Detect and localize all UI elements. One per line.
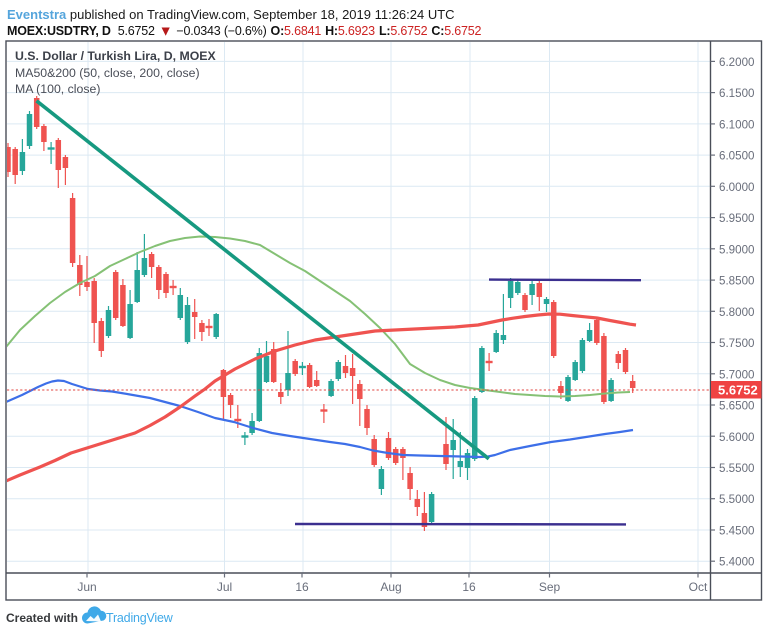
svg-text:Aug: Aug [380, 580, 401, 594]
svg-text:TradingView: TradingView [106, 611, 174, 625]
svg-text:Jul: Jul [217, 580, 232, 594]
svg-text:Oct: Oct [689, 580, 708, 594]
svg-text:5.6752: 5.6752 [718, 383, 758, 398]
svg-text:5.5500: 5.5500 [719, 462, 754, 475]
svg-text:6.1500: 6.1500 [719, 87, 754, 100]
svg-text:5.6500: 5.6500 [719, 400, 754, 413]
svg-text:Eventstra published on Trading: Eventstra published on TradingView.com, … [7, 7, 455, 22]
svg-text:5.4500: 5.4500 [719, 525, 754, 538]
svg-text:6.2000: 6.2000 [719, 56, 754, 69]
svg-text:6.0000: 6.0000 [719, 181, 754, 194]
svg-text:MA (100, close): MA (100, close) [15, 82, 100, 96]
svg-text:MOEX:USDTRY, D5.6752▼−0.0343 (: MOEX:USDTRY, D5.6752▼−0.0343 (−0.6%)O:5.… [7, 23, 481, 39]
svg-text:Jun: Jun [77, 580, 96, 594]
svg-text:5.9000: 5.9000 [719, 243, 754, 256]
svg-text:5.9500: 5.9500 [719, 212, 754, 225]
svg-text:5.4000: 5.4000 [719, 556, 754, 569]
svg-text:16: 16 [462, 580, 476, 594]
svg-text:6.1000: 6.1000 [719, 118, 754, 131]
svg-text:U.S. Dollar / Turkish Lira, D,: U.S. Dollar / Turkish Lira, D, MOEX [15, 49, 216, 63]
svg-text:5.6000: 5.6000 [719, 431, 754, 444]
svg-text:Created with: Created with [6, 611, 78, 625]
svg-text:5.8000: 5.8000 [719, 306, 754, 319]
svg-text:5.8500: 5.8500 [719, 275, 754, 288]
svg-text:MA50&200 (50, close, 200, clos: MA50&200 (50, close, 200, close) [15, 66, 200, 80]
svg-text:6.0500: 6.0500 [719, 150, 754, 163]
svg-text:Sep: Sep [539, 580, 561, 594]
svg-text:5.7000: 5.7000 [719, 368, 754, 381]
svg-text:16: 16 [295, 580, 309, 594]
svg-text:5.7500: 5.7500 [719, 337, 754, 350]
svg-text:5.5000: 5.5000 [719, 493, 754, 506]
